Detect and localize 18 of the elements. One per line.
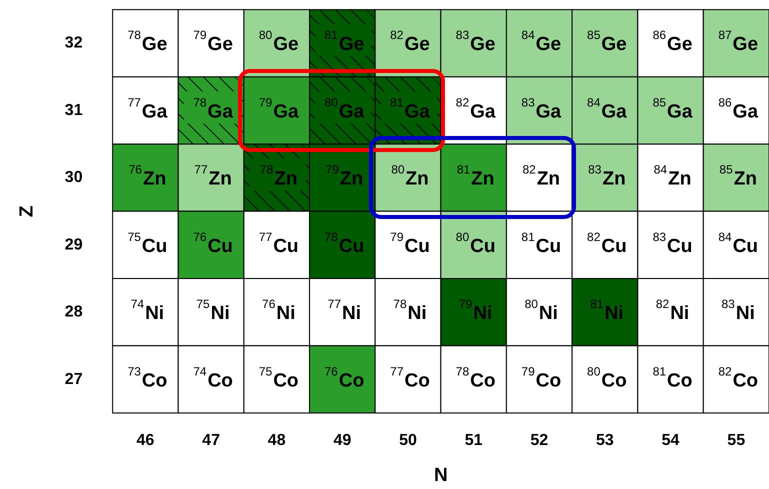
- x-tick-label: 54: [662, 432, 680, 450]
- y-tick-label: 29: [64, 236, 83, 254]
- x-tick-label: 52: [530, 432, 548, 450]
- x-tick-label: 48: [268, 432, 286, 450]
- y-tick-label: 27: [64, 370, 83, 388]
- x-tick-label: 46: [136, 432, 154, 450]
- x-tick-label: 53: [596, 432, 614, 450]
- y-tick-label: 28: [64, 304, 83, 321]
- x-tick-label: 55: [727, 432, 746, 450]
- x-tick-label: 49: [333, 432, 352, 450]
- y-axis-title: Z: [16, 205, 38, 218]
- y-tick-label: 31: [64, 102, 83, 119]
- x-tick-label: 47: [202, 432, 220, 450]
- x-tick-label: 51: [464, 432, 483, 450]
- x-axis-title: N: [434, 464, 448, 486]
- y-tick-label: 32: [64, 34, 83, 52]
- x-tick-label: 50: [399, 432, 417, 450]
- y-tick-label: 30: [64, 169, 83, 186]
